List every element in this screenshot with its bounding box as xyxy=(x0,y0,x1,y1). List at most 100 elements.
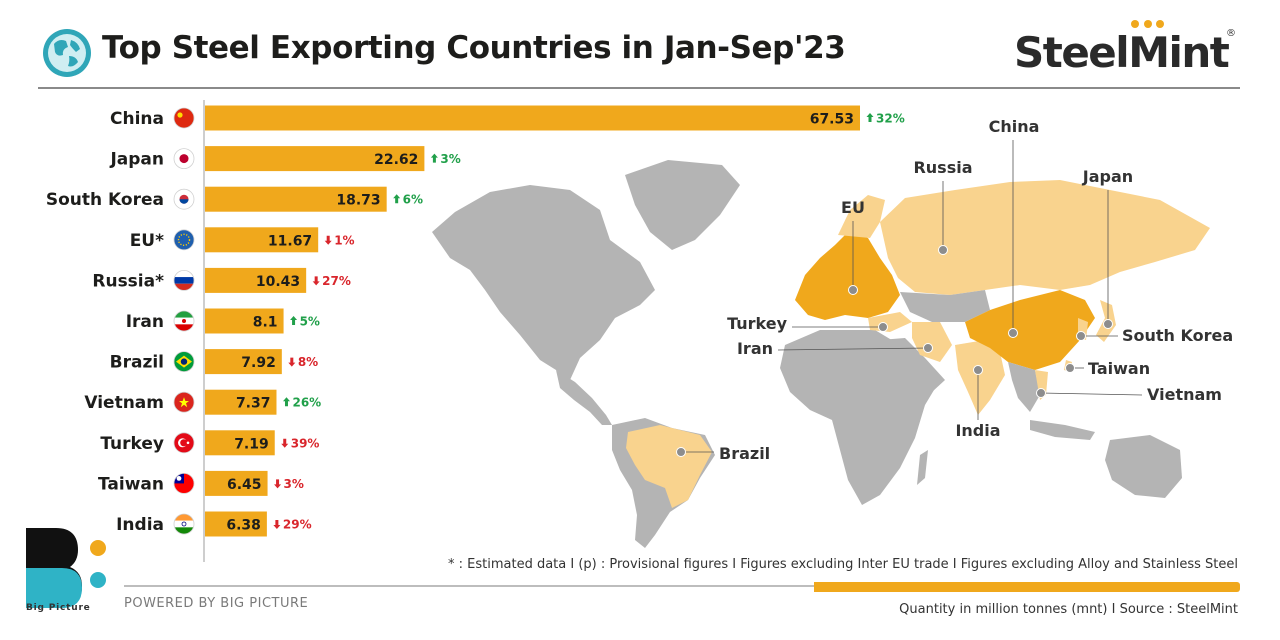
map-marker: India xyxy=(955,365,1001,440)
china-flag xyxy=(173,107,195,129)
arrow-up-icon xyxy=(430,153,438,163)
big-picture-wordmark: Big Picture xyxy=(26,603,91,613)
footnote: * : Estimated data I (p) : Provisional f… xyxy=(448,557,1238,572)
map-country-label: Brazil xyxy=(719,444,770,463)
map-marker: China xyxy=(989,117,1040,338)
steelmint-logo: SteelMint ® xyxy=(1014,18,1236,74)
map-dot xyxy=(923,343,933,353)
bar-row: South Korea 18.73 6% xyxy=(46,186,423,212)
central-asia-shape xyxy=(900,290,990,322)
category-label: China xyxy=(110,109,164,129)
south-korea-flag xyxy=(173,188,195,210)
map-dot xyxy=(973,365,983,375)
arrow-down-icon xyxy=(274,479,282,489)
bar xyxy=(205,105,860,131)
arrow-down-icon xyxy=(273,520,281,529)
map-marker: Russia xyxy=(913,158,973,255)
bar-value-label: 7.92 xyxy=(241,355,276,371)
india-shape xyxy=(955,340,1005,415)
bar-row: China 67.53 32% xyxy=(110,105,905,131)
registered-mark: ® xyxy=(1226,28,1236,39)
russia-shape xyxy=(880,180,1210,295)
globe-icon xyxy=(43,29,91,77)
change-label: 1% xyxy=(334,233,354,247)
category-label: Turkey xyxy=(100,434,164,454)
bar xyxy=(205,146,425,172)
map-dot xyxy=(1008,328,1018,338)
map-country-label: Turkey xyxy=(727,314,788,333)
map-marker: Iran xyxy=(737,339,933,358)
map-markers: China Russia Japan EU Turkey Iran South Korea T… xyxy=(676,117,1233,463)
map-marker: Vietnam xyxy=(1036,385,1222,404)
arrow-up-icon xyxy=(866,113,874,122)
change-label: 8% xyxy=(298,355,318,369)
map-country-label: India xyxy=(955,421,1000,440)
arrow-down-icon xyxy=(288,357,296,367)
map-dot xyxy=(878,322,888,332)
arrow-up-icon xyxy=(393,194,401,204)
map-marker: Japan xyxy=(1082,167,1133,329)
category-label: Taiwan xyxy=(98,474,164,494)
australia-shape xyxy=(1105,435,1182,498)
change-label: 3% xyxy=(284,477,304,491)
europe-shape xyxy=(795,230,900,320)
map-country-label: Russia xyxy=(913,158,972,177)
category-label: Brazil xyxy=(110,353,164,373)
arrow-down-icon xyxy=(281,438,289,448)
map-marker: South Korea xyxy=(1076,326,1233,345)
map-country-label: China xyxy=(989,117,1040,136)
bar xyxy=(205,267,307,293)
bar-value-label: 10.43 xyxy=(256,274,300,290)
bar-value-label: 11.67 xyxy=(268,233,312,249)
bar-row: Japan 22.62 3% xyxy=(109,146,461,172)
category-label: Iran xyxy=(126,312,164,332)
bar-value-label: 6.45 xyxy=(227,477,262,493)
map-country-label: Taiwan xyxy=(1088,359,1150,378)
category-label: India xyxy=(116,515,164,535)
change-label: 26% xyxy=(292,396,321,410)
change-label: 5% xyxy=(300,315,320,329)
category-label: Russia* xyxy=(92,271,164,291)
map-dot xyxy=(676,447,686,457)
southeast-asia-shape xyxy=(1008,362,1040,412)
page-title: Top Steel Exporting Countries in Jan-Sep… xyxy=(102,30,846,66)
change-label: 32% xyxy=(876,112,905,126)
category-label: EU* xyxy=(130,231,164,251)
map-country-label: Japan xyxy=(1082,167,1133,186)
indonesia-shape xyxy=(1030,420,1095,440)
map-marker: Taiwan xyxy=(1065,359,1150,378)
vietnam-flag xyxy=(173,391,195,413)
change-label: 27% xyxy=(322,274,351,288)
map-dot xyxy=(848,285,858,295)
bar-row: Russia* 10.43 27% xyxy=(92,267,351,293)
bar xyxy=(205,227,319,253)
bar-value-label: 22.62 xyxy=(374,152,418,168)
brazil-flag xyxy=(173,351,195,373)
change-label: 3% xyxy=(440,152,460,166)
africa-shape xyxy=(780,330,940,505)
map-marker: Turkey xyxy=(727,314,888,333)
arrow-up-icon xyxy=(290,316,298,325)
iran-flag xyxy=(173,310,195,332)
greenland-shape xyxy=(625,160,740,250)
central-america-shape xyxy=(556,370,612,425)
eu-flag xyxy=(173,229,195,251)
map-marker: Brazil xyxy=(676,444,770,463)
leader-line xyxy=(777,347,929,351)
bar-row: Turkey 7.19 39% xyxy=(100,430,320,456)
bar-row: India 6.38 29% xyxy=(116,511,312,537)
bar xyxy=(205,186,387,212)
change-label: 39% xyxy=(291,436,320,450)
russia-flag xyxy=(173,269,195,291)
japan-flag xyxy=(173,148,195,170)
bar-value-label: 7.19 xyxy=(234,436,269,452)
land-masses xyxy=(432,160,1210,548)
leader-line xyxy=(1040,392,1143,396)
bar xyxy=(205,470,268,496)
map-country-label: Vietnam xyxy=(1147,385,1222,404)
bar-row: Taiwan 6.45 3% xyxy=(98,470,304,496)
arrow-up-icon xyxy=(282,397,290,407)
madagascar-shape xyxy=(917,450,928,485)
